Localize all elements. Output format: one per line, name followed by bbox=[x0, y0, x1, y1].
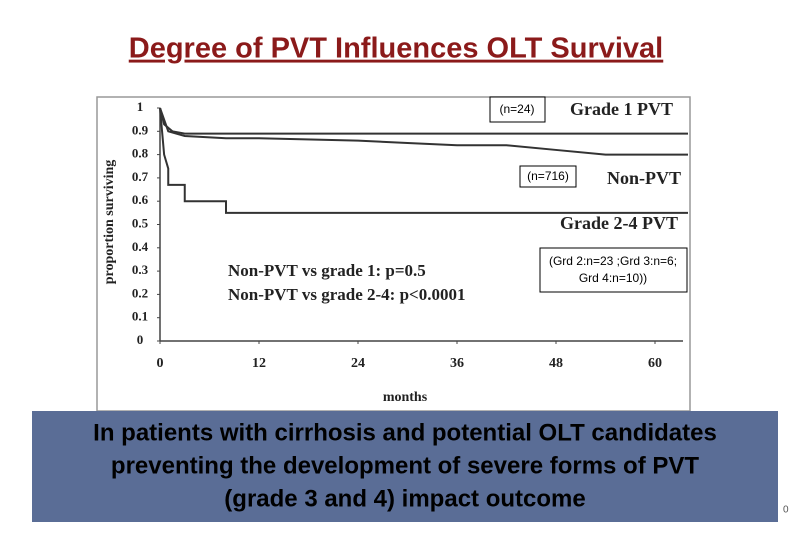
survival-curve bbox=[159, 107, 688, 156]
annotation-box bbox=[489, 96, 546, 123]
x-tick-label: 48 bbox=[549, 356, 563, 371]
y-tick-label: 0.9 bbox=[132, 122, 149, 137]
y-tick-label: 0.1 bbox=[132, 309, 148, 324]
y-tick-label: 0.8 bbox=[132, 146, 149, 161]
y-tick-label: 0 bbox=[137, 332, 144, 347]
survival-curve bbox=[159, 107, 688, 135]
y-tick-label: 0.4 bbox=[132, 239, 149, 254]
conclusion-line: (grade 3 and 4) impact outcome bbox=[224, 485, 585, 512]
y-tick-label: 0.2 bbox=[132, 285, 148, 300]
survival-curve bbox=[159, 107, 688, 214]
y-tick-label: 0.7 bbox=[132, 169, 149, 184]
annotation: (n=24) bbox=[499, 102, 534, 116]
x-tick-label: 0 bbox=[157, 356, 164, 371]
annotation: (n=716) bbox=[527, 169, 569, 183]
slide-title: Degree of PVT Influences OLT Survival bbox=[129, 33, 664, 65]
stat-text: Non-PVT vs grade 1: p=0.5 bbox=[228, 261, 426, 280]
slide-number: 0 bbox=[783, 505, 789, 516]
series-label: Non-PVT bbox=[607, 168, 681, 188]
annotation-box bbox=[539, 247, 688, 293]
series-label: Grade 2-4 PVT bbox=[560, 213, 678, 233]
annotation: (Grd 2:n=23 ;Grd 3:n=6; bbox=[549, 254, 677, 268]
x-tick-label: 60 bbox=[648, 356, 662, 371]
conclusion-line: preventing the development of severe for… bbox=[111, 452, 699, 479]
series-label: Grade 1 PVT bbox=[570, 99, 673, 119]
y-tick-label: 1 bbox=[137, 99, 144, 114]
plot: 0 0.1 0.2 0.3 0.4 0.5 0.6 0.7 0.8 0.9 1 0 12 24 36 48 60 bbox=[132, 99, 688, 371]
y-tick-label: 0.3 bbox=[132, 262, 149, 277]
x-tick-label: 12 bbox=[252, 356, 266, 371]
x-tick-label: 24 bbox=[351, 356, 365, 371]
conclusion-line: In patients with cirrhosis and potential… bbox=[93, 419, 717, 446]
y-tick-label: 0.6 bbox=[132, 192, 149, 207]
stat-text: Non-PVT vs grade 2-4: p<0.0001 bbox=[228, 285, 465, 304]
annotation-box bbox=[519, 165, 577, 188]
x-axis-label: months bbox=[383, 390, 428, 405]
conclusion-box bbox=[32, 411, 778, 522]
x-tick-label: 36 bbox=[450, 356, 464, 371]
y-tick-label: 0.5 bbox=[132, 215, 149, 230]
annotation: Grd 4:n=10)) bbox=[579, 271, 647, 285]
y-axis-label: proportion surviving bbox=[102, 160, 117, 285]
